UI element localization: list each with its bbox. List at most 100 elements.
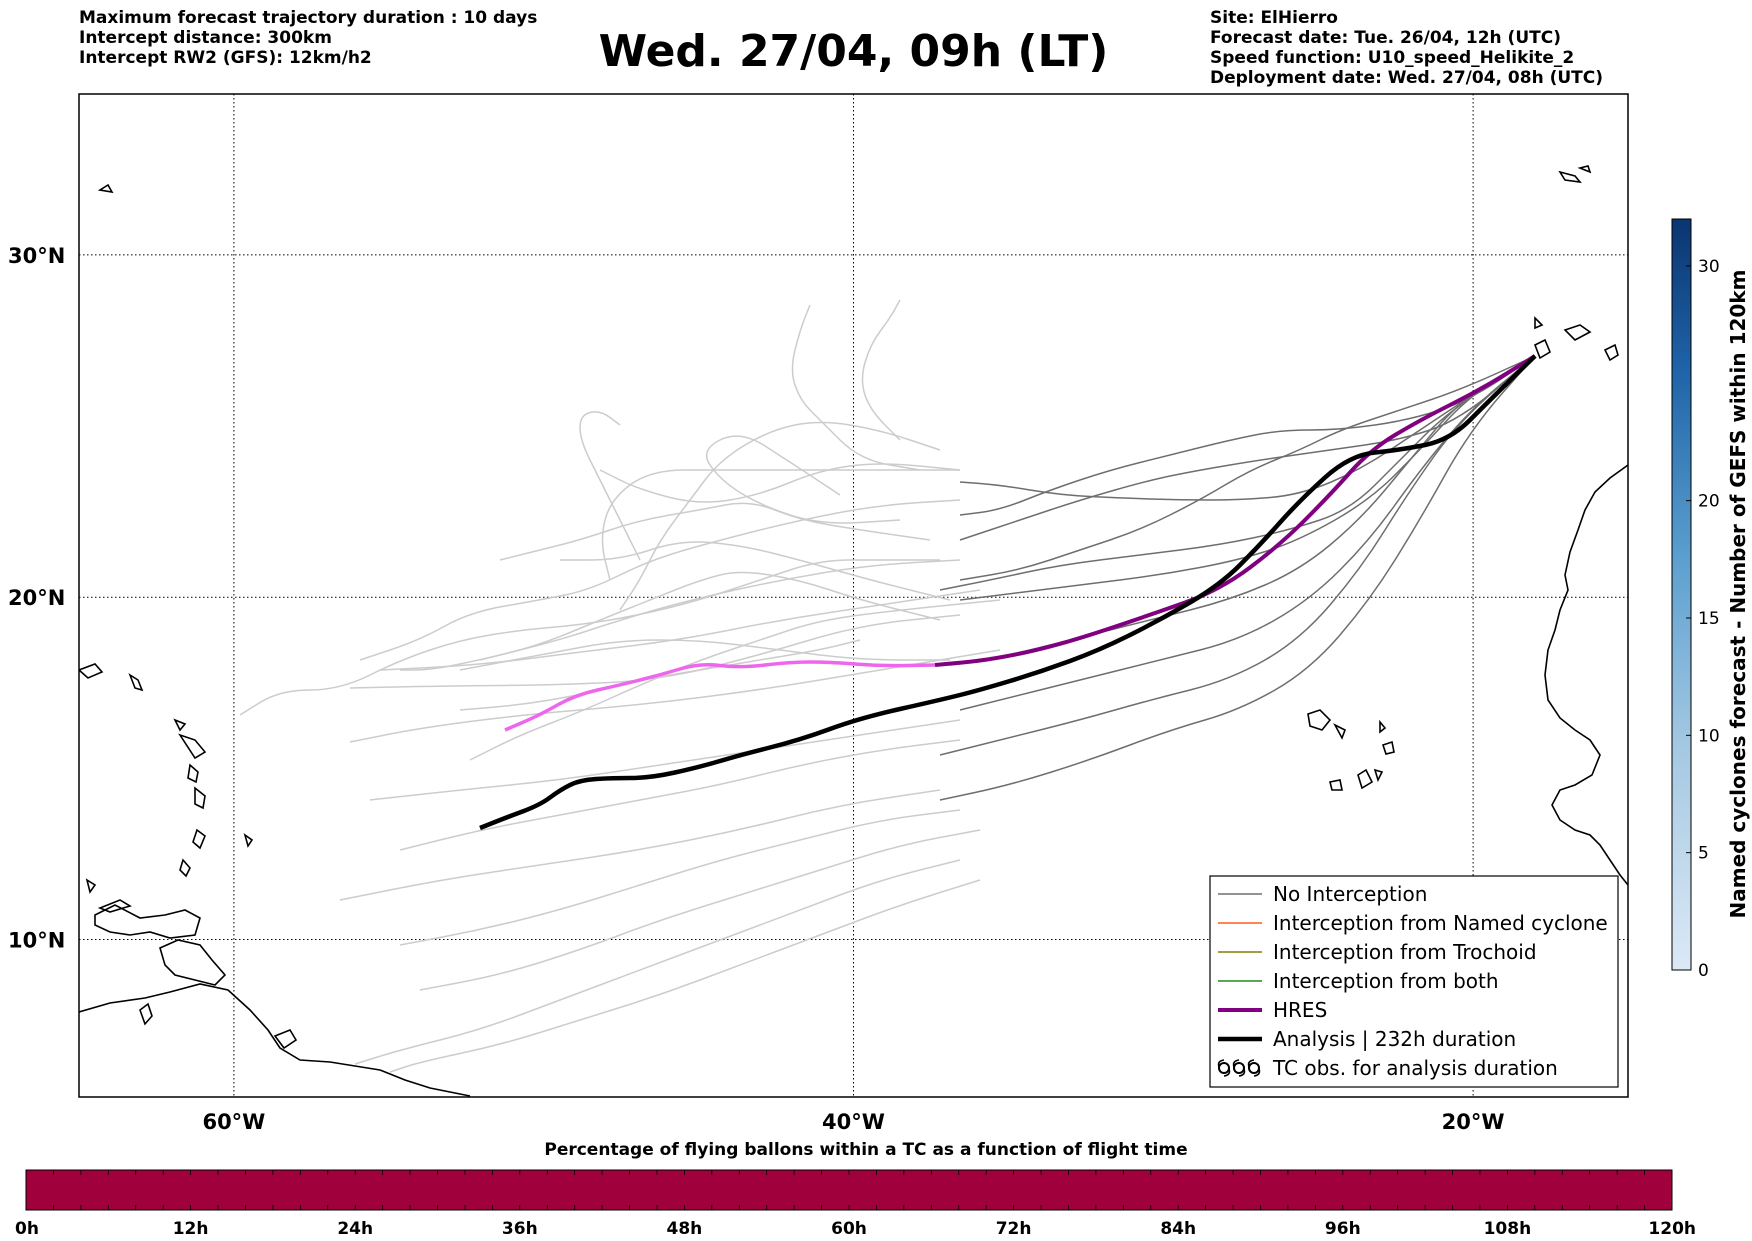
faded-trajectory xyxy=(354,859,961,1065)
faded-trajectory xyxy=(389,879,981,1073)
island-2 xyxy=(79,663,104,679)
max-duration-text: Maximum forecast trajectory duration : 1… xyxy=(79,8,538,28)
cape-verde-1 xyxy=(1307,709,1332,731)
longitude-label: 40°W xyxy=(822,1110,885,1134)
cape-verde-7 xyxy=(1373,768,1384,783)
flight-time-tick-label: 120h xyxy=(1648,1219,1696,1239)
faded-trajectory xyxy=(339,789,941,901)
flight-time-tick-label: 24h xyxy=(337,1219,373,1239)
intercept-distance-text: Intercept distance: 300km xyxy=(79,28,332,48)
analysis-trajectory xyxy=(479,354,1537,831)
site-info: Site: ElHierro Forecast date: Tue. 26/04… xyxy=(1210,8,1603,88)
site-text: Site: ElHierro xyxy=(1210,8,1338,28)
faded-trajectory xyxy=(705,435,901,524)
colorbar-tick-label: 0 xyxy=(1698,961,1709,981)
madeira xyxy=(1558,170,1582,184)
flight-time-tick-label: 72h xyxy=(996,1219,1032,1239)
island-11 xyxy=(97,183,114,194)
madeira-2 xyxy=(1577,165,1592,174)
colorbar-tick-label: 30 xyxy=(1698,257,1720,277)
no-interception-trajectory xyxy=(959,355,1536,581)
faded-trajectory xyxy=(791,304,921,471)
hispaniola-coast xyxy=(94,904,201,939)
map-frame xyxy=(78,93,1629,1098)
legend-label: Analysis | 232h duration xyxy=(1273,1027,1516,1051)
cape-verde-4 xyxy=(1381,740,1395,755)
forecast-parameters: Maximum forecast trajectory duration : 1… xyxy=(79,8,537,68)
flight-time-tick-label: 108h xyxy=(1484,1219,1532,1239)
no-interception-trajectory xyxy=(939,355,1536,591)
deployment-date-text: Deployment date: Wed. 27/04, 08h (UTC) xyxy=(1210,68,1604,88)
island-4 xyxy=(178,733,207,760)
intercept-rw2-text: Intercept RW2 (GFS): 12km/h2 xyxy=(79,48,372,68)
tc-symbol-tail xyxy=(1247,1059,1261,1077)
island-9 xyxy=(243,833,254,848)
flight-time-tick-label: 12h xyxy=(173,1219,209,1239)
faded-trajectory xyxy=(359,499,961,661)
no-interception-trajectory xyxy=(959,355,1536,601)
flight-time-tick-label: 0h xyxy=(15,1219,39,1239)
colorbar-tick-label: 5 xyxy=(1698,844,1709,864)
colorbar-tick-label: 10 xyxy=(1698,726,1720,746)
faded-trajectory xyxy=(499,502,931,561)
legend: No Interception Interception from Named c… xyxy=(1209,875,1619,1088)
legend-box xyxy=(1209,875,1619,1088)
flight-time-colorbar-title: Percentage of flying ballons within a TC… xyxy=(544,1140,1187,1160)
legend-label: Interception from Named cyclone xyxy=(1273,911,1608,935)
longitude-label: 60°W xyxy=(202,1110,265,1134)
cape-verde-2 xyxy=(1333,723,1347,740)
speed-function-text: Speed function: U10_speed_Helikite_2 xyxy=(1210,48,1575,68)
island-10 xyxy=(85,878,97,894)
canary-1 xyxy=(1533,338,1552,360)
coastlines xyxy=(79,165,1628,1097)
puerto-rico-coast xyxy=(97,899,132,913)
island-8 xyxy=(179,858,191,878)
tc-symbol-icon xyxy=(1233,1062,1245,1074)
south-america-coast xyxy=(79,983,471,1097)
no-interception-trajectory xyxy=(959,355,1536,541)
faded-trajectory xyxy=(619,421,941,611)
faded-trajectory xyxy=(601,469,960,581)
canary-4 xyxy=(1603,343,1619,362)
faded-trajectory xyxy=(399,809,961,946)
colorbar-tick-label: 20 xyxy=(1698,492,1720,512)
trajectories xyxy=(239,299,1537,1073)
faded-trajectory xyxy=(419,829,981,991)
faded-trajectory xyxy=(861,299,901,441)
legend-label: Interception from Trochoid xyxy=(1273,940,1537,964)
island-3 xyxy=(128,673,144,692)
latitude-label: 10°N xyxy=(8,929,65,953)
faded-trajectory xyxy=(349,649,1001,743)
graticule xyxy=(79,94,1628,1097)
forecast-date-text: Forecast date: Tue. 26/04, 12h (UTC) xyxy=(1210,28,1561,48)
faded-trajectory xyxy=(579,411,641,561)
flight-time-colorbar-bar xyxy=(25,1169,1673,1211)
flight-time-tick-label: 84h xyxy=(1160,1219,1196,1239)
flight-time-tick-label: 60h xyxy=(831,1219,867,1239)
legend-label: TC obs. for analysis duration xyxy=(1272,1056,1558,1080)
no-interception-trajectory xyxy=(939,355,1536,801)
legend-label: Interception from both xyxy=(1273,969,1499,993)
flight-time-tick-label: 36h xyxy=(502,1219,538,1239)
island-7 xyxy=(192,828,206,850)
longitude-label: 20°W xyxy=(1442,1110,1505,1134)
flight-time-colorbar: Percentage of flying ballons within a TC… xyxy=(15,1140,1696,1239)
legend-label: HRES xyxy=(1273,998,1327,1022)
hres-trajectory xyxy=(934,354,1537,667)
faded-trajectory xyxy=(560,541,951,601)
cape-verde-5 xyxy=(1329,779,1343,791)
tc-symbol-tail xyxy=(1232,1059,1246,1077)
cyclone-colorbar: 0 5 10 15 20 30 Named cyclones forecast - Numb… xyxy=(1671,218,1750,981)
flight-time-tick-label: 96h xyxy=(1325,1219,1361,1239)
colorbar-tick-label: 15 xyxy=(1698,609,1720,629)
flight-time-tick-label: 48h xyxy=(667,1219,703,1239)
hres-trajectory-faded xyxy=(504,660,936,732)
tc-symbol-icon xyxy=(1218,1062,1230,1074)
colorbar-label: Named cyclones forecast - Number of GEFS… xyxy=(1726,270,1750,919)
africa-coast xyxy=(1544,464,1628,886)
cape-verde-6 xyxy=(1357,768,1374,790)
faded-trajectory xyxy=(469,599,1001,761)
island-6 xyxy=(194,786,206,810)
latitude-label: 20°N xyxy=(8,586,65,610)
